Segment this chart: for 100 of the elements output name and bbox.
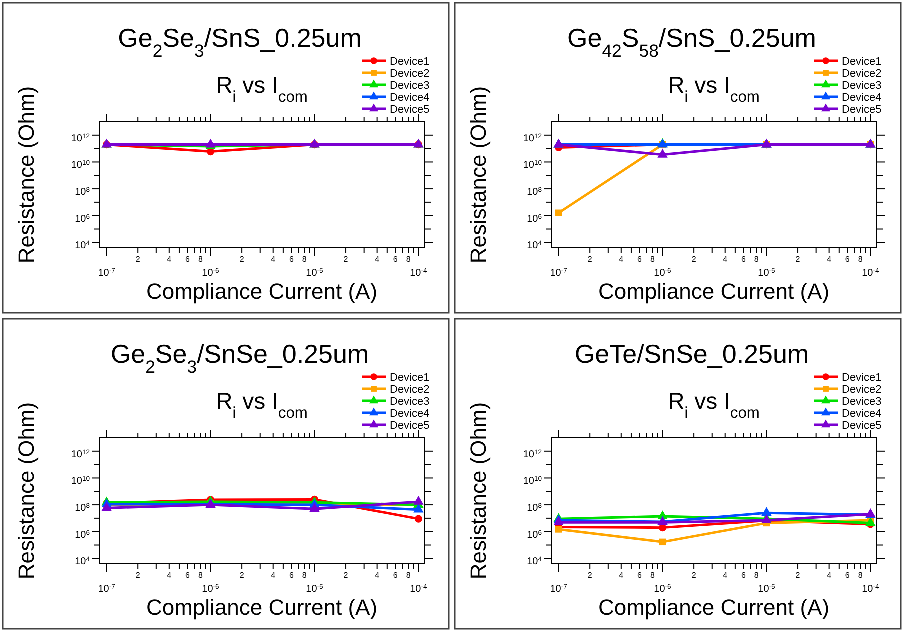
text: 4 xyxy=(619,571,624,580)
text: 6 xyxy=(289,255,294,264)
y-axis-title: Resistance (Ohm) xyxy=(14,86,39,264)
y-tick-label: 10$^{12}$ xyxy=(523,132,542,144)
x-tick-label: 10$^{-7}$ xyxy=(98,584,116,595)
text: 2 xyxy=(240,255,245,264)
text: 2 xyxy=(240,571,245,580)
y-tick-label: 10$^{12}$ xyxy=(71,132,90,144)
text: 8 xyxy=(406,255,412,264)
x-tick-label: 10$^{-5}$ xyxy=(306,584,324,595)
y-tick-label: 10$^{12}$ xyxy=(71,448,90,460)
text: 6 xyxy=(741,255,746,264)
y-tick-label: 10$^{4}$ xyxy=(75,240,90,252)
x-tick-label: 10$^{-6}$ xyxy=(202,584,220,595)
legend-label: Device4 xyxy=(390,408,430,420)
chart-subtitle: R$_{i}$ vs I$_{com}$ xyxy=(668,72,760,106)
text: 8 xyxy=(650,255,656,264)
text: 2 xyxy=(588,571,593,580)
x-tick-label: 10$^{-7}$ xyxy=(550,584,568,595)
legend-label: Device2 xyxy=(390,384,430,396)
text: 6 xyxy=(289,571,294,580)
x-tick-label: 10$^{-4}$ xyxy=(862,584,880,595)
legend-label: Device4 xyxy=(390,92,430,104)
legend-label: Device3 xyxy=(390,396,430,408)
text: 4 xyxy=(375,571,380,580)
y-tick-label: 10$^{12}$ xyxy=(523,448,542,460)
legend-label: Device5 xyxy=(842,104,882,116)
text: 4 xyxy=(827,571,832,580)
x-tick-label: 10$^{-7}$ xyxy=(98,268,116,279)
x-tick-label: 10$^{-5}$ xyxy=(758,584,776,595)
text: 6 xyxy=(637,255,642,264)
text: 6 xyxy=(845,571,850,580)
y-tick-label: 10$^{10}$ xyxy=(71,160,90,172)
text: 4 xyxy=(723,571,728,580)
text: 4 xyxy=(167,255,172,264)
legend-label: Device2 xyxy=(842,68,882,80)
legend-label: Device3 xyxy=(842,396,882,408)
legend-label: Device2 xyxy=(842,384,882,396)
legend-label: Device1 xyxy=(390,372,430,384)
x-tick-label: 10$^{-5}$ xyxy=(758,268,776,279)
text: 4 xyxy=(619,255,624,264)
x-axis-title: Compliance Current (A) xyxy=(598,279,830,304)
legend-label: Device1 xyxy=(842,372,882,384)
x-tick-label: 10$^{-4}$ xyxy=(410,584,428,595)
text: 2 xyxy=(344,571,349,580)
x-axis-title: Compliance Current (A) xyxy=(146,595,378,620)
text: 6 xyxy=(393,571,398,580)
text: 8 xyxy=(754,571,760,580)
y-tick-label: 10$^{8}$ xyxy=(75,186,90,198)
legend-label: Device3 xyxy=(390,80,430,92)
legend-label: Device1 xyxy=(390,56,430,68)
text: 8 xyxy=(858,571,864,580)
y-tick-label: 10$^{4}$ xyxy=(75,556,90,568)
y-tick-label: 10$^{10}$ xyxy=(523,160,542,172)
y-tick-label: 10$^{6}$ xyxy=(75,213,90,225)
y-tick-label: 10$^{6}$ xyxy=(75,529,90,541)
text: 6 xyxy=(185,571,190,580)
x-axis-title: Compliance Current (A) xyxy=(598,595,830,620)
text: 8 xyxy=(302,255,308,264)
legend-label: Device3 xyxy=(842,80,882,92)
x-tick-label: 10$^{-5}$ xyxy=(306,268,324,279)
x-tick-label: 10$^{-4}$ xyxy=(410,268,428,279)
chart-subtitle: R$_{i}$ vs I$_{com}$ xyxy=(668,388,760,422)
legend-label: Device4 xyxy=(842,92,882,104)
text: 4 xyxy=(375,255,380,264)
text: 2 xyxy=(796,571,801,580)
y-tick-label: 10$^{4}$ xyxy=(527,240,542,252)
text: 2 xyxy=(136,571,141,580)
text: 4 xyxy=(271,255,276,264)
legend-label: Device5 xyxy=(390,420,430,432)
x-tick-label: 10$^{-7}$ xyxy=(550,268,568,279)
text: 2 xyxy=(588,255,593,264)
text: 6 xyxy=(741,571,746,580)
x-axis-title: Compliance Current (A) xyxy=(146,279,378,304)
y-axis-title: Resistance (Ohm) xyxy=(14,402,39,580)
y-tick-label: 10$^{8}$ xyxy=(75,502,90,514)
y-tick-label: 10$^{10}$ xyxy=(71,476,90,488)
text: 4 xyxy=(271,571,276,580)
legend-label: Device4 xyxy=(842,408,882,420)
legend-label: Device1 xyxy=(842,56,882,68)
text: 8 xyxy=(754,255,760,264)
y-tick-label: 10$^{10}$ xyxy=(523,476,542,488)
text: 2 xyxy=(136,255,141,264)
chart-subtitle: R$_{i}$ vs I$_{com}$ xyxy=(216,72,308,106)
y-tick-label: 10$^{8}$ xyxy=(527,186,542,198)
text: 6 xyxy=(185,255,190,264)
chart-subtitle: R$_{i}$ vs I$_{com}$ xyxy=(216,388,308,422)
y-axis-title: Resistance (Ohm) xyxy=(466,86,491,264)
chart-title: GeTe/SnSe_0.25um xyxy=(574,339,810,369)
text: 4 xyxy=(167,571,172,580)
legend-label: Device5 xyxy=(842,420,882,432)
text: 8 xyxy=(858,255,864,264)
text: 4 xyxy=(827,255,832,264)
chart-title: Ge$_{42}$S$_{58}$/SnS_0.25um xyxy=(568,23,816,61)
y-axis-title: Resistance (Ohm) xyxy=(466,402,491,580)
x-tick-label: 10$^{-6}$ xyxy=(202,268,220,279)
text: 8 xyxy=(302,571,308,580)
x-tick-label: 10$^{-6}$ xyxy=(654,268,672,279)
legend-label: Device2 xyxy=(390,68,430,80)
text: 8 xyxy=(198,255,204,264)
